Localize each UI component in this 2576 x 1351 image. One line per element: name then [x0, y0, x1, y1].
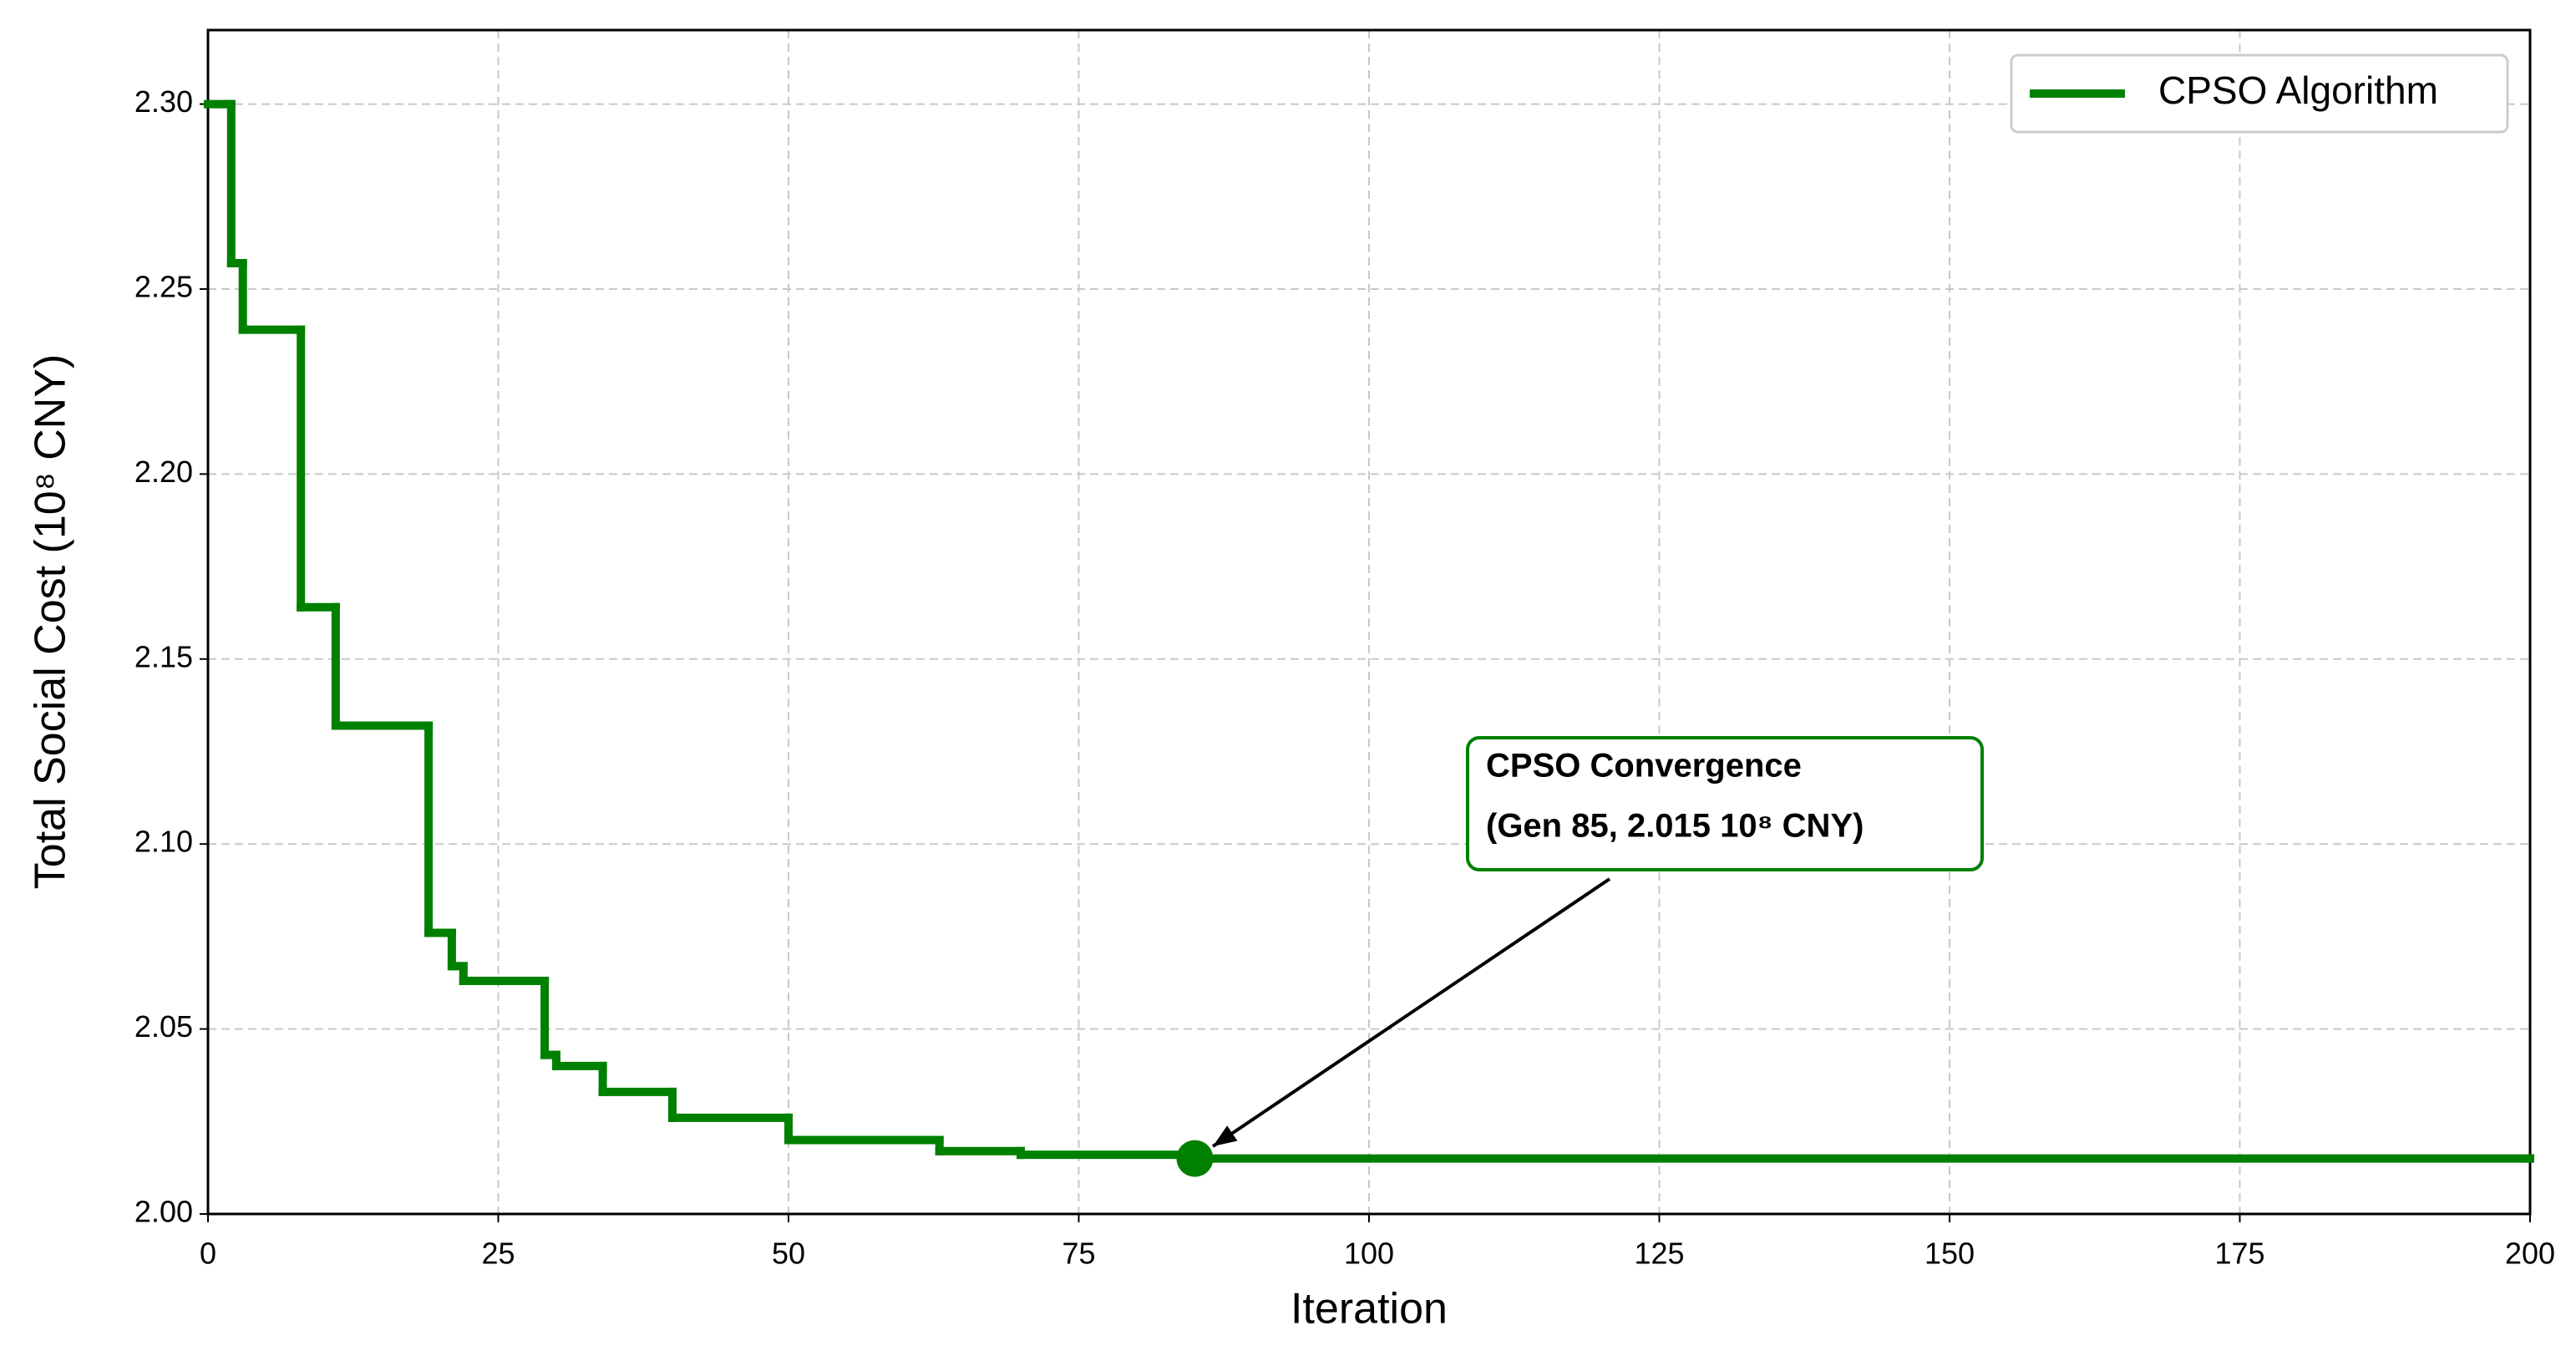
y-tick-label: 2.05	[134, 1009, 193, 1044]
y-tick-label: 2.25	[134, 269, 193, 303]
annotation-box	[1466, 736, 1984, 871]
x-tick-label: 175	[2214, 1237, 2264, 1271]
x-tick-label: 75	[1062, 1237, 1095, 1271]
annotation-point	[1176, 1140, 1214, 1177]
y-axis-label: Total Social Cost (10⁸ CNY)	[27, 354, 75, 889]
y-tick-label: 2.00	[134, 1195, 193, 1229]
x-tick-label: 0	[200, 1237, 216, 1271]
annotation-text: (Gen 85, 2.015 10⁸ CNY)	[1486, 808, 1864, 845]
y-tick-label: 2.15	[134, 639, 193, 673]
x-tick-label: 125	[1634, 1237, 1684, 1271]
x-tick-label: 150	[1924, 1237, 1975, 1271]
y-tick-label: 2.20	[134, 455, 193, 489]
x-tick-label: 50	[772, 1237, 805, 1271]
y-tick-label: 2.10	[134, 825, 193, 859]
x-tick-label: 100	[1344, 1237, 1394, 1271]
x-tick-label: 200	[2505, 1237, 2555, 1271]
annotation-arrow	[1211, 877, 1611, 1148]
x-tick-label: 25	[481, 1237, 515, 1271]
x-axis-label: Iteration	[1291, 1285, 1448, 1333]
legend-label: CPSO Algorithm	[2158, 69, 2438, 112]
arrow-head	[1213, 1125, 1238, 1147]
annotation-text: CPSO Convergence	[1486, 748, 1802, 785]
plot-frame	[206, 28, 2532, 1216]
y-tick-label: 2.30	[134, 84, 193, 119]
legend-box	[2010, 53, 2509, 134]
series-line	[204, 99, 2535, 1163]
